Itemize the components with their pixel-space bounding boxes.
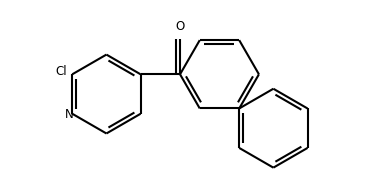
Text: O: O <box>176 20 185 33</box>
Text: N: N <box>65 108 74 121</box>
Text: Cl: Cl <box>56 65 67 78</box>
